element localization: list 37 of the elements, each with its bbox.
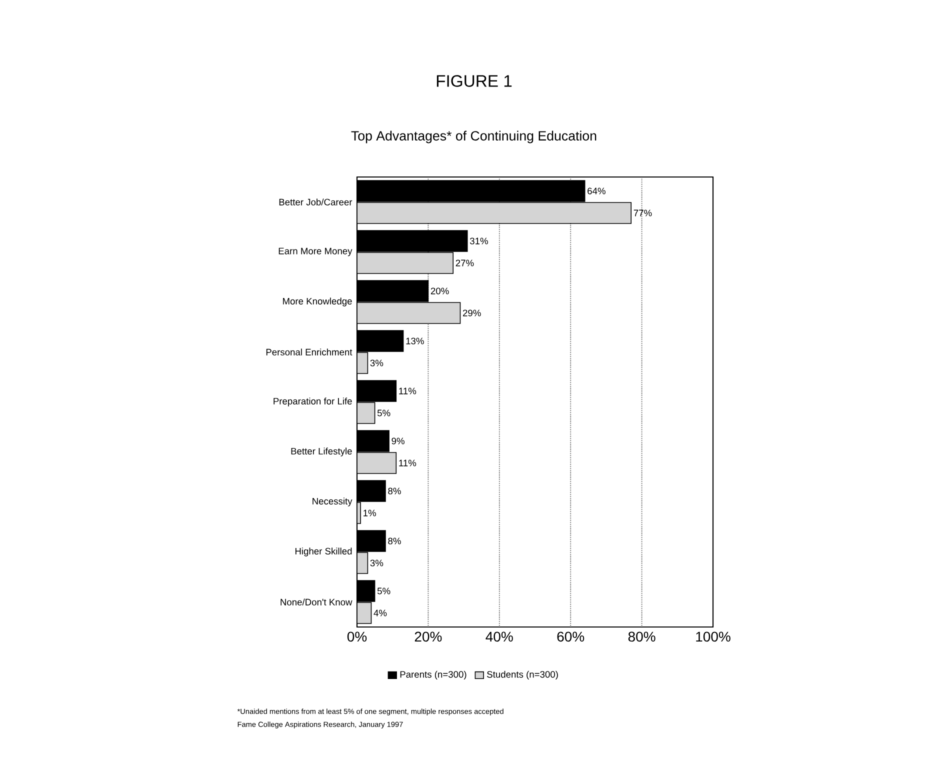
data-label: 3% bbox=[370, 360, 384, 366]
y-tick-label: Higher Skilled bbox=[295, 548, 352, 556]
data-label: 77% bbox=[634, 210, 652, 216]
y-tick-label: None/Don't Know bbox=[280, 598, 352, 606]
legend-label: Students (n=300) bbox=[487, 670, 558, 680]
data-label: 20% bbox=[430, 288, 449, 294]
x-tick-label: 80% bbox=[628, 632, 656, 642]
x-tick-label: 40% bbox=[486, 632, 513, 642]
y-tick-label: Necessity bbox=[312, 498, 352, 506]
data-label: 5% bbox=[377, 410, 390, 416]
data-label: 27% bbox=[456, 260, 474, 266]
y-tick-label: Personal Enrichment bbox=[266, 348, 352, 356]
data-label: 11% bbox=[399, 460, 416, 466]
data-label: 3% bbox=[370, 560, 384, 566]
data-label: 13% bbox=[406, 338, 424, 344]
x-tick-label: 20% bbox=[414, 632, 442, 642]
x-tick-label: 0% bbox=[347, 632, 367, 642]
data-label: 31% bbox=[470, 238, 488, 244]
legend-label: Parents (n=300) bbox=[400, 670, 466, 680]
y-tick-label: Earn More Money bbox=[278, 248, 352, 256]
data-label: 9% bbox=[392, 438, 404, 444]
data-label: 11% bbox=[399, 388, 416, 394]
x-tick-label: 60% bbox=[557, 632, 584, 642]
data-label: 1% bbox=[364, 510, 376, 516]
y-tick-label: More Knowledge bbox=[283, 298, 352, 306]
data-label: 8% bbox=[388, 538, 401, 544]
data-label: 29% bbox=[462, 310, 481, 316]
x-tick-label: 100% bbox=[696, 632, 730, 642]
data-label: 4% bbox=[374, 610, 387, 616]
y-tick-label: Preparation for Life bbox=[274, 398, 352, 406]
data-label: 8% bbox=[388, 488, 401, 494]
chart-subtitle: Top Advantages* of Continuing Education bbox=[351, 130, 596, 144]
chart-title: FIGURE 1 bbox=[436, 75, 512, 87]
y-tick-label: Better Job/Career bbox=[279, 198, 352, 206]
y-tick-label: Better Lifestyle bbox=[291, 448, 352, 456]
data-label: 64% bbox=[588, 188, 606, 194]
data-label: 5% bbox=[377, 588, 390, 594]
